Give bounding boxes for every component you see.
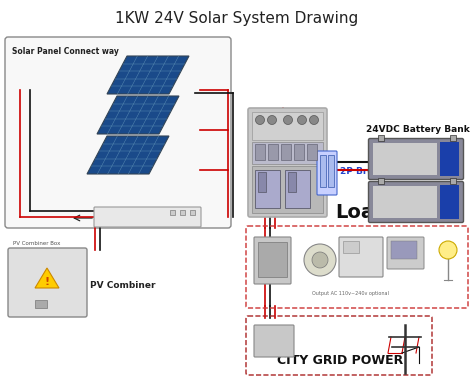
Bar: [35, 300, 47, 308]
Text: PV Combiner: PV Combiner: [90, 280, 155, 290]
Circle shape: [312, 252, 328, 268]
Text: Load: Load: [336, 203, 388, 222]
Bar: [450, 135, 456, 141]
FancyBboxPatch shape: [368, 182, 464, 223]
Bar: [170, 210, 175, 215]
Bar: [281, 144, 291, 160]
Polygon shape: [87, 136, 169, 174]
Text: PV Combiner: PV Combiner: [100, 211, 136, 215]
Text: PV Combiner Box: PV Combiner Box: [13, 241, 60, 246]
Bar: [255, 170, 280, 208]
Text: CITY GRID POWER: CITY GRID POWER: [277, 353, 403, 366]
Bar: [294, 144, 304, 160]
Polygon shape: [97, 96, 179, 134]
Bar: [440, 142, 459, 176]
Circle shape: [255, 116, 264, 125]
Circle shape: [439, 241, 457, 259]
FancyBboxPatch shape: [254, 325, 294, 357]
Bar: [378, 135, 384, 141]
FancyBboxPatch shape: [248, 108, 327, 217]
Text: 24VDC Battery Bank: 24VDC Battery Bank: [366, 125, 470, 135]
Bar: [258, 172, 266, 192]
Bar: [440, 185, 459, 219]
Text: !: !: [45, 277, 50, 287]
Bar: [391, 241, 417, 259]
Bar: [180, 210, 185, 215]
Circle shape: [304, 244, 336, 276]
FancyBboxPatch shape: [8, 248, 87, 317]
Bar: [378, 178, 384, 184]
FancyBboxPatch shape: [339, 237, 383, 277]
Bar: [328, 155, 334, 187]
Bar: [307, 144, 317, 160]
FancyBboxPatch shape: [317, 151, 337, 195]
Bar: [285, 170, 310, 208]
Bar: [252, 142, 323, 164]
Bar: [190, 210, 195, 215]
Polygon shape: [107, 56, 189, 94]
Polygon shape: [35, 268, 59, 288]
Text: Solar Panel Connect way: Solar Panel Connect way: [12, 47, 119, 56]
Bar: [320, 155, 326, 187]
FancyBboxPatch shape: [5, 37, 231, 228]
Circle shape: [298, 116, 307, 125]
Bar: [252, 166, 323, 213]
Bar: [288, 172, 296, 192]
Circle shape: [310, 116, 319, 125]
FancyBboxPatch shape: [368, 138, 464, 179]
Circle shape: [283, 116, 292, 125]
Text: Output AC 110v~240v optional: Output AC 110v~240v optional: [311, 291, 388, 296]
Bar: [343, 241, 359, 253]
Bar: [373, 143, 437, 175]
Bar: [252, 112, 323, 140]
FancyBboxPatch shape: [387, 237, 424, 269]
Text: 2P Breaker: 2P Breaker: [340, 168, 396, 176]
Bar: [255, 144, 265, 160]
Circle shape: [267, 116, 276, 125]
Bar: [373, 186, 437, 218]
Bar: [450, 178, 456, 184]
Bar: [258, 242, 287, 277]
Bar: [268, 144, 278, 160]
Text: 1KW 24V Solar System Drawing: 1KW 24V Solar System Drawing: [115, 11, 359, 25]
FancyBboxPatch shape: [94, 207, 201, 227]
FancyBboxPatch shape: [254, 237, 291, 284]
